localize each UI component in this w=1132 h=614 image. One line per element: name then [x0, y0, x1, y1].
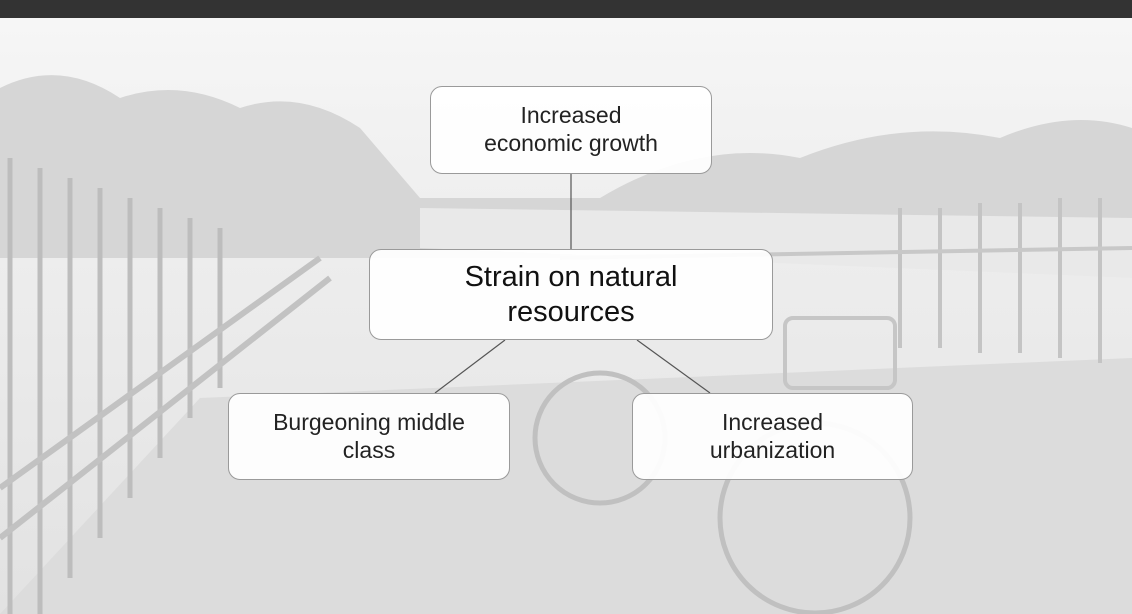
node-label: resources — [507, 295, 634, 330]
node-label: Increased — [520, 102, 621, 130]
node-label: Burgeoning middle — [273, 409, 465, 437]
node: Increased economic growth — [430, 86, 712, 174]
node: Burgeoning middle class — [228, 393, 510, 480]
node: Increased urbanization — [632, 393, 913, 480]
node-label: class — [343, 437, 395, 465]
node-label: Strain on natural — [465, 260, 678, 295]
node-label: economic growth — [484, 130, 658, 158]
node-label: Increased — [722, 409, 823, 437]
node-label: urbanization — [710, 437, 835, 465]
slide: Increased economic growth Strain on natu… — [0, 0, 1132, 614]
central-node: Strain on natural resources — [369, 249, 773, 340]
connector — [637, 340, 710, 393]
connector — [435, 340, 505, 393]
